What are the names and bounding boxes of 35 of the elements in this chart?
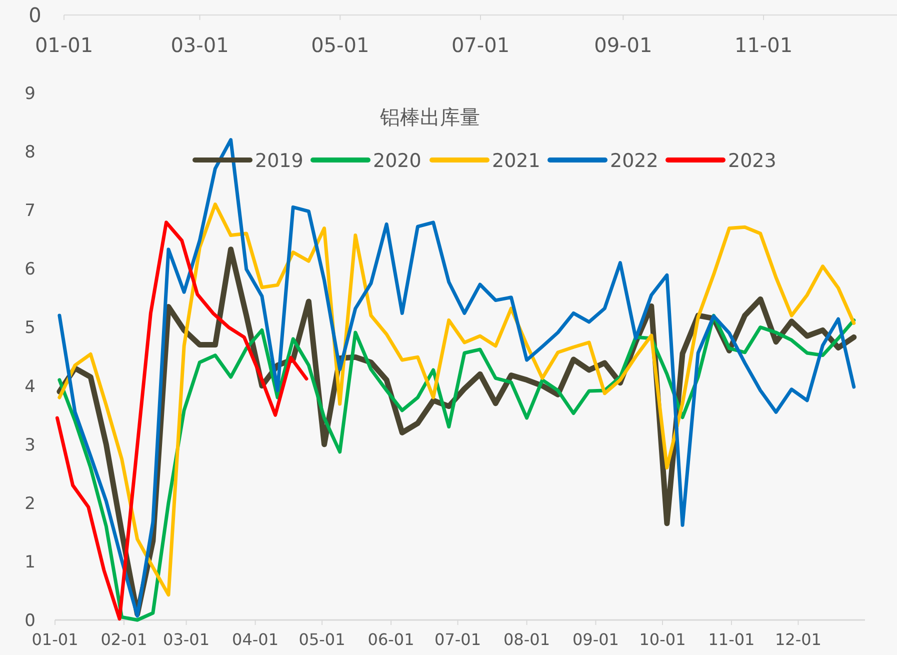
x2-tick-label: 09-01 [594,33,652,57]
x2-tick-label: 11-01 [734,33,793,57]
x-tick-label: 05-01 [298,630,346,649]
x-tick-label: 07-01 [434,630,482,649]
x-tick-label: 11-01 [708,630,755,649]
text: 铝棒出库量 [379,105,480,129]
x-tick-label: 06-01 [368,630,414,649]
x-tick-label: 09-01 [572,630,619,649]
y-tick-label: 6 [24,260,36,280]
x-tick-label: 12-01 [774,630,822,649]
x2-tick-label: 05-01 [311,33,370,57]
legend-label: 2021 [492,150,540,172]
y-tick-label: 0 [24,611,36,631]
x2-tick-label: 03-01 [170,33,229,57]
y-tick-label: 1 [24,552,36,572]
x2-tick-label: 07-01 [451,33,510,57]
legend-label: 2019 [255,150,304,172]
x2-tick-label: 01-01 [34,33,94,57]
y-tick-label: 9 [24,84,36,104]
y-tick-label: 5 [24,318,36,338]
legend-label: 2022 [610,150,658,172]
legend-label: 2020 [373,150,422,172]
x-tick-label: 02-01 [100,630,148,649]
y-tick-label: 4 [24,376,36,397]
y-tick-label: 2 [24,494,36,514]
x-tick-label: 04-01 [232,630,279,649]
x-tick-label: 01-01 [32,630,78,649]
x-tick-label: 10-01 [639,630,686,649]
line-series [55,220,308,621]
y-tick-label: 8 [24,142,36,163]
y-tick-label: 3 [24,435,36,456]
legend-label: 2023 [728,150,776,172]
x-tick-label: 03-01 [163,630,210,649]
y-tick-label: 7 [24,201,36,222]
x-tick-label: 08-01 [504,630,550,649]
